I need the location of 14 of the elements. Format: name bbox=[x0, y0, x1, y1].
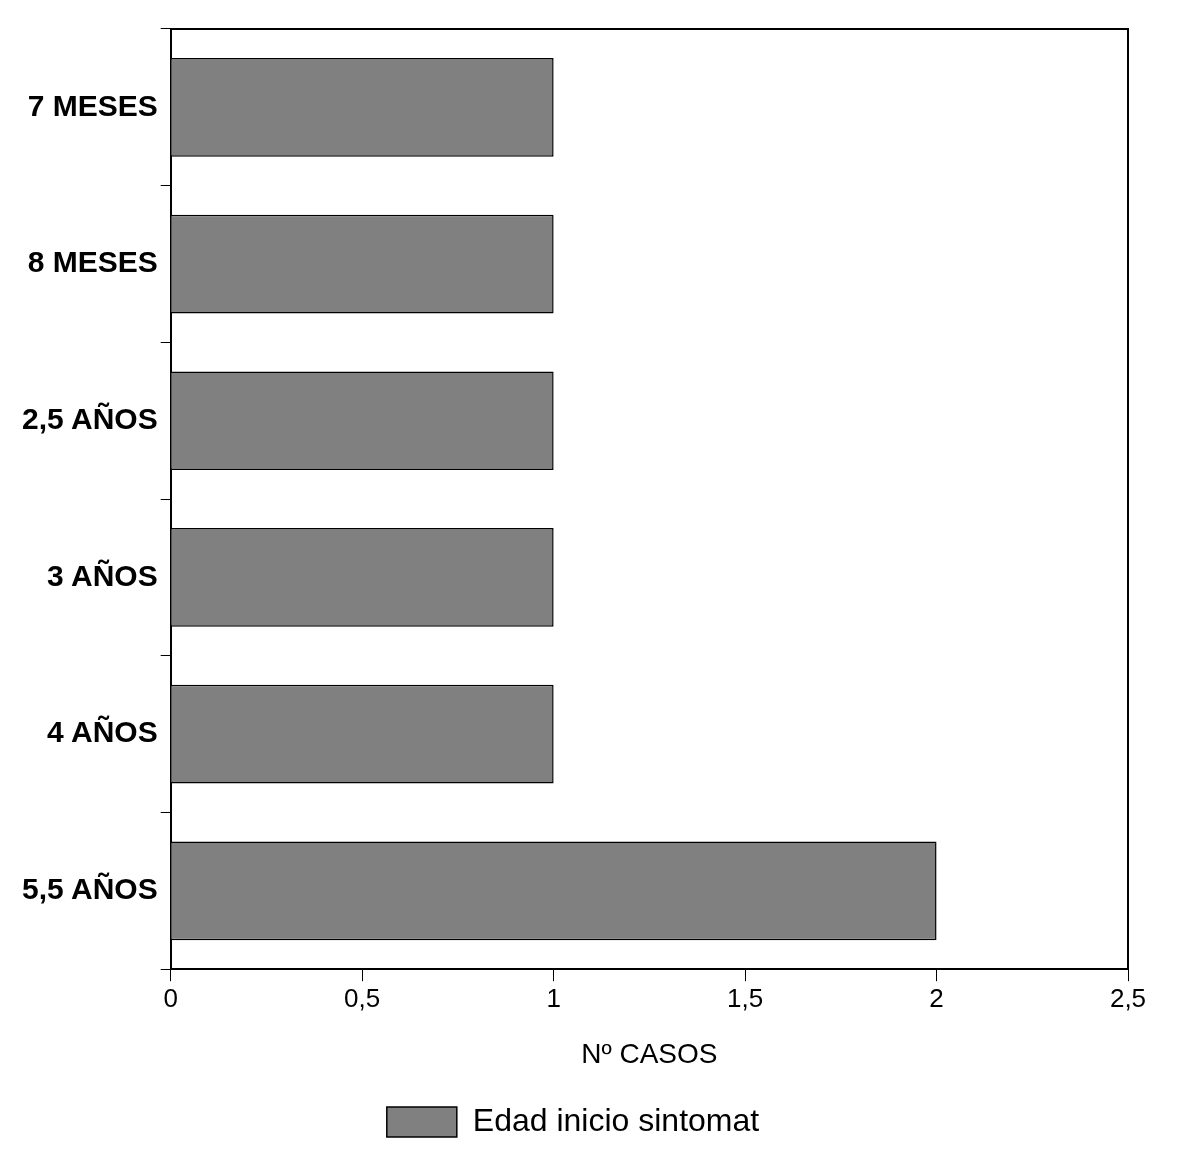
x-axis-title: Nº CASOS bbox=[581, 1037, 718, 1069]
y-tick-label: 8 MESES bbox=[27, 245, 158, 279]
x-tick-label: 1,5 bbox=[727, 982, 764, 1013]
x-tick-label: 1 bbox=[546, 982, 561, 1013]
x-tick-label: 2,5 bbox=[1109, 982, 1147, 1013]
y-tick-label: 5,5 AÑOS bbox=[22, 872, 158, 906]
y-tick-label: 4 AÑOS bbox=[47, 715, 158, 749]
y-tick-label: 2,5 AÑOS bbox=[22, 402, 158, 436]
y-tick-label: 7 MESES bbox=[27, 88, 158, 122]
legend-label: Edad inicio sintomat bbox=[472, 1101, 760, 1138]
x-tick-label: 2 bbox=[929, 982, 944, 1013]
x-tick-label: 0,5 bbox=[344, 982, 381, 1013]
x-tick-label: 0 bbox=[163, 982, 178, 1013]
y-tick-label: 3 AÑOS bbox=[47, 558, 158, 592]
